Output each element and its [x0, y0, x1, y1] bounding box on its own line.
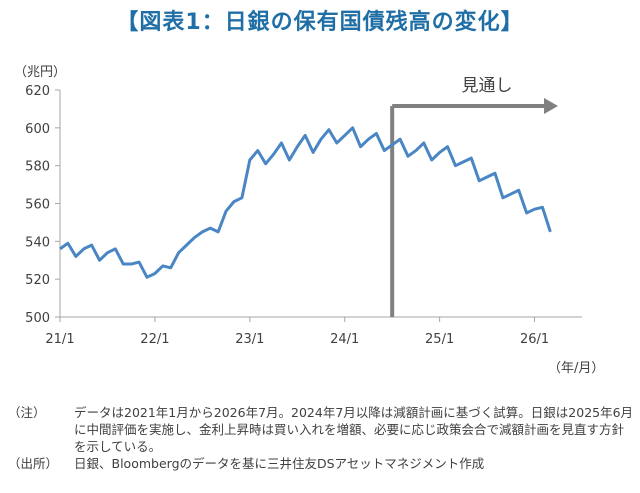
source-row: （出所） 日銀、Bloombergのデータを基に三井住友DSアセットマネジメント… — [8, 455, 636, 472]
x-tick-label: 25/1 — [425, 332, 454, 347]
y-axis: 500 520 540 560 580 600 620 — [25, 84, 60, 326]
chart-title: 【図表1：日銀の保有国債残高の変化】 — [116, 10, 524, 35]
forecast-marker: 見通し — [390, 76, 558, 317]
x-tick-label: 23/1 — [235, 332, 264, 347]
x-tick-label: 22/1 — [140, 332, 169, 347]
y-tick-label: 500 — [25, 311, 50, 326]
x-unit-label: （年/月） — [548, 361, 604, 376]
x-tick-label: 26/1 — [520, 332, 549, 347]
y-tick-label: 560 — [25, 198, 50, 213]
source-label: （出所） — [8, 456, 59, 471]
x-axis: 21/1 22/1 23/1 24/1 25/1 26/1 — [45, 317, 549, 347]
note-label: （注） — [8, 405, 46, 420]
note-text: データは2021年1月から2026年7月。2024年7月以降は減額計画に基づく試… — [74, 405, 634, 454]
source-text: 日銀、Bloombergのデータを基に三井住友DSアセットマネジメント作成 — [74, 456, 485, 471]
y-unit-label: （兆円） — [14, 65, 66, 80]
x-tick-label: 24/1 — [330, 332, 359, 347]
x-tick-label: 21/1 — [45, 332, 74, 347]
notes: （注） データは2021年1月から2026年7月。2024年7月以降は減額計画に… — [8, 404, 636, 472]
series-line — [59, 126, 552, 279]
y-tick-label: 620 — [25, 84, 50, 99]
forecast-label: 見通し — [462, 76, 513, 96]
forecast-arrow-head — [544, 98, 558, 114]
y-tick-label: 520 — [25, 273, 50, 288]
y-tick-label: 540 — [25, 235, 50, 250]
note-row: （注） データは2021年1月から2026年7月。2024年7月以降は減額計画に… — [8, 404, 636, 455]
y-tick-label: 600 — [25, 122, 50, 137]
y-tick-label: 580 — [25, 160, 50, 175]
